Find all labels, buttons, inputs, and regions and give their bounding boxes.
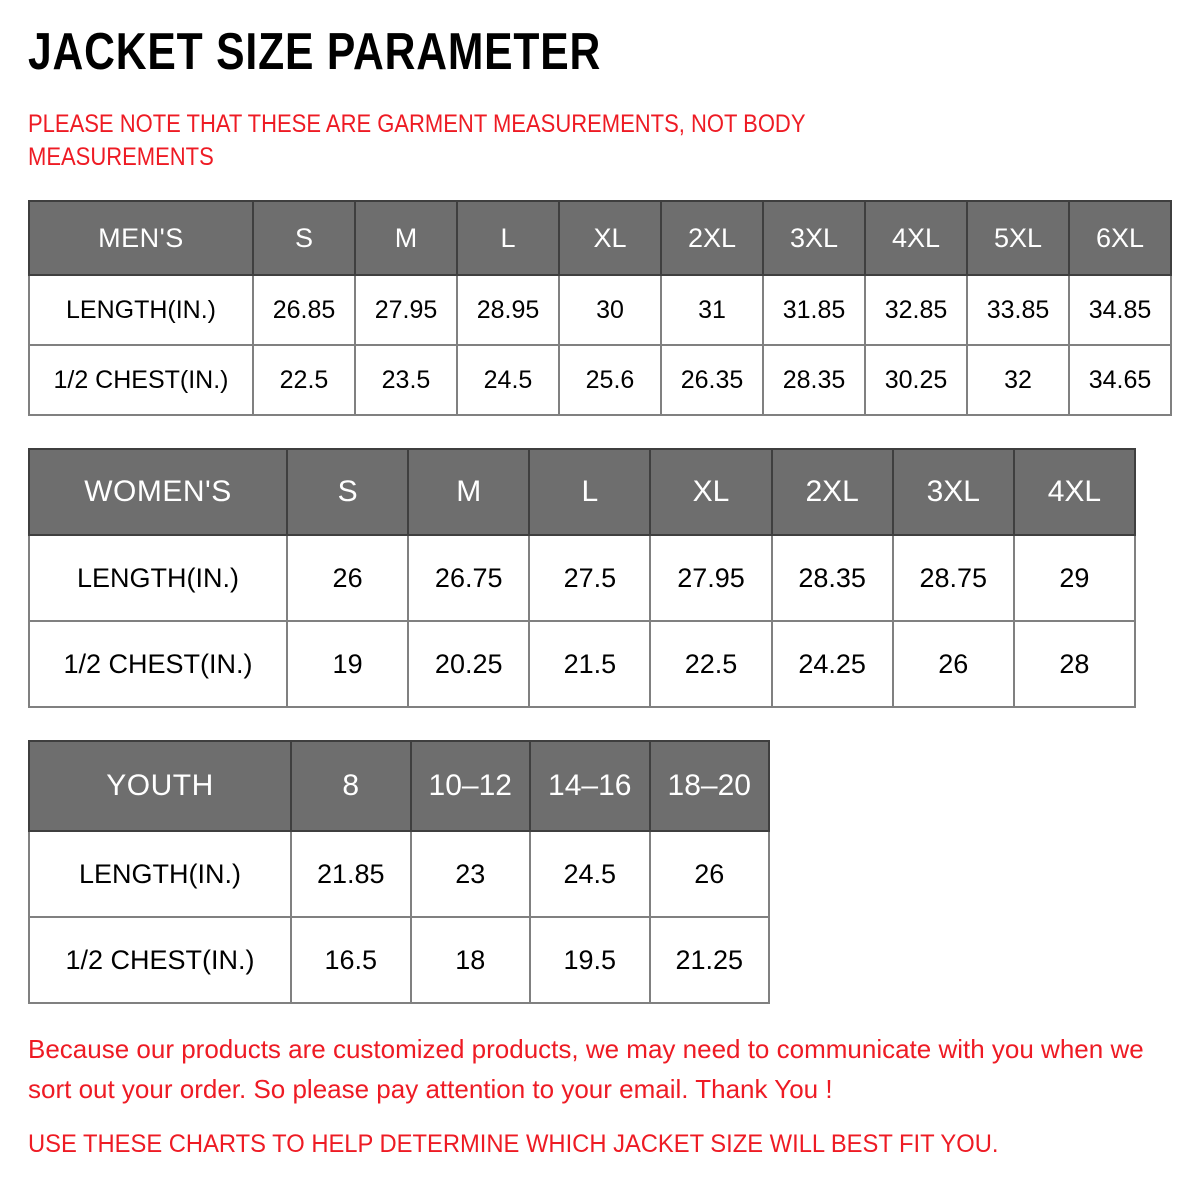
table-cell: 28.95 <box>456 274 560 346</box>
mens-col-header: 2XL <box>660 200 764 276</box>
table-cell: 31 <box>660 274 764 346</box>
table-cell: 26.75 <box>407 534 531 622</box>
page-title: JACKET SIZE PARAMETER <box>28 23 602 81</box>
table-cell: 23 <box>409 830 531 918</box>
table-cell: 16.5 <box>290 916 412 1004</box>
table-cell: 28.35 <box>770 534 894 622</box>
youth-table-header: YOUTH 8 10–12 14–16 18–20 <box>28 740 770 832</box>
table-cell: 28 <box>1012 620 1137 708</box>
row-label: LENGTH(IN.) <box>28 830 292 918</box>
row-label: 1/2 CHEST(IN.) <box>28 620 288 708</box>
table-cell: 22.5 <box>252 344 356 416</box>
womens-table-title: WOMEN'S <box>28 448 288 536</box>
mens-table-title: MEN'S <box>28 200 254 276</box>
customized-products-note: Because our products are customized prod… <box>28 1034 1144 1104</box>
table-cell: 26.35 <box>660 344 764 416</box>
table-cell: 22.5 <box>649 620 773 708</box>
mens-col-header: 5XL <box>966 200 1070 276</box>
table-cell: 19.5 <box>529 916 651 1004</box>
table-cell: 26 <box>285 534 410 622</box>
table-row: LENGTH(IN.) 26 26.75 27.5 27.95 28.35 28… <box>28 534 1137 622</box>
table-cell: 30.25 <box>864 344 968 416</box>
womens-table-body: LENGTH(IN.) 26 26.75 27.5 27.95 28.35 28… <box>28 534 1137 708</box>
mens-size-table: MEN'S S M L XL 2XL 3XL 4XL 5XL 6XL LENGT… <box>28 200 1172 416</box>
table-cell: 34.65 <box>1068 344 1172 416</box>
table-cell: 19 <box>285 620 410 708</box>
table-cell: 28.35 <box>762 344 866 416</box>
table-cell: 27.5 <box>528 534 652 622</box>
mens-col-header: 4XL <box>864 200 968 276</box>
table-cell: 24.5 <box>456 344 560 416</box>
mens-table-header: MEN'S S M L XL 2XL 3XL 4XL 5XL 6XL <box>28 200 1172 276</box>
mens-col-header: 6XL <box>1068 200 1172 276</box>
table-cell: 27.95 <box>649 534 773 622</box>
table-cell: 33.85 <box>966 274 1070 346</box>
womens-table-header: WOMEN'S S M L XL 2XL 3XL 4XL <box>28 448 1137 536</box>
womens-col-header: 4XL <box>1012 448 1137 536</box>
row-label: LENGTH(IN.) <box>28 274 254 346</box>
table-cell: 25.6 <box>558 344 662 416</box>
youth-col-header: 14–16 <box>529 740 651 832</box>
row-label: LENGTH(IN.) <box>28 534 288 622</box>
youth-size-table: YOUTH 8 10–12 14–16 18–20 LENGTH(IN.) 21… <box>28 740 770 1004</box>
table-cell: 21.85 <box>290 830 412 918</box>
table-cell: 23.5 <box>354 344 458 416</box>
table-cell: 26 <box>648 830 770 918</box>
table-row: 1/2 CHEST(IN.) 19 20.25 21.5 22.5 24.25 … <box>28 620 1137 708</box>
table-cell: 27.95 <box>354 274 458 346</box>
womens-col-header: L <box>528 448 652 536</box>
table-cell: 24.5 <box>529 830 651 918</box>
table-cell: 21.5 <box>528 620 652 708</box>
table-row: 1/2 CHEST(IN.) 22.5 23.5 24.5 25.6 26.35… <box>28 344 1172 416</box>
womens-col-header: M <box>407 448 531 536</box>
youth-col-header: 10–12 <box>409 740 531 832</box>
use-charts-note: USE THESE CHARTS TO HELP DETERMINE WHICH… <box>28 1130 999 1158</box>
youth-table-title: YOUTH <box>28 740 292 832</box>
table-cell: 26 <box>891 620 1015 708</box>
row-label: 1/2 CHEST(IN.) <box>28 916 292 1004</box>
table-cell: 20.25 <box>407 620 531 708</box>
table-row: 1/2 CHEST(IN.) 16.5 18 19.5 21.25 <box>28 916 770 1004</box>
table-cell: 24.25 <box>770 620 894 708</box>
table-cell: 18 <box>409 916 531 1004</box>
table-cell: 28.75 <box>891 534 1015 622</box>
womens-col-header: 2XL <box>770 448 894 536</box>
table-header-row: WOMEN'S S M L XL 2XL 3XL 4XL <box>28 448 1137 536</box>
mens-col-header: L <box>456 200 560 276</box>
mens-col-header: 3XL <box>762 200 866 276</box>
womens-size-table: WOMEN'S S M L XL 2XL 3XL 4XL LENGTH(IN.)… <box>28 448 1137 708</box>
table-header-row: MEN'S S M L XL 2XL 3XL 4XL 5XL 6XL <box>28 200 1172 276</box>
table-header-row: YOUTH 8 10–12 14–16 18–20 <box>28 740 770 832</box>
youth-col-header: 18–20 <box>648 740 770 832</box>
youth-col-header: 8 <box>290 740 412 832</box>
womens-col-header: XL <box>649 448 773 536</box>
mens-table-body: LENGTH(IN.) 26.85 27.95 28.95 30 31 31.8… <box>28 274 1172 416</box>
womens-col-header: S <box>285 448 410 536</box>
table-cell: 32 <box>966 344 1070 416</box>
mens-col-header: XL <box>558 200 662 276</box>
table-cell: 31.85 <box>762 274 866 346</box>
table-row: LENGTH(IN.) 26.85 27.95 28.95 30 31 31.8… <box>28 274 1172 346</box>
table-cell: 29 <box>1012 534 1137 622</box>
table-cell: 30 <box>558 274 662 346</box>
table-cell: 32.85 <box>864 274 968 346</box>
table-row: LENGTH(IN.) 21.85 23 24.5 26 <box>28 830 770 918</box>
youth-table-body: LENGTH(IN.) 21.85 23 24.5 26 1/2 CHEST(I… <box>28 830 770 1004</box>
row-label: 1/2 CHEST(IN.) <box>28 344 254 416</box>
mens-col-header: M <box>354 200 458 276</box>
womens-col-header: 3XL <box>891 448 1015 536</box>
table-cell: 21.25 <box>648 916 770 1004</box>
table-cell: 26.85 <box>252 274 356 346</box>
table-cell: 34.85 <box>1068 274 1172 346</box>
mens-col-header: S <box>252 200 356 276</box>
garment-measurement-note: PLEASE NOTE THAT THESE ARE GARMENT MEASU… <box>28 110 806 171</box>
